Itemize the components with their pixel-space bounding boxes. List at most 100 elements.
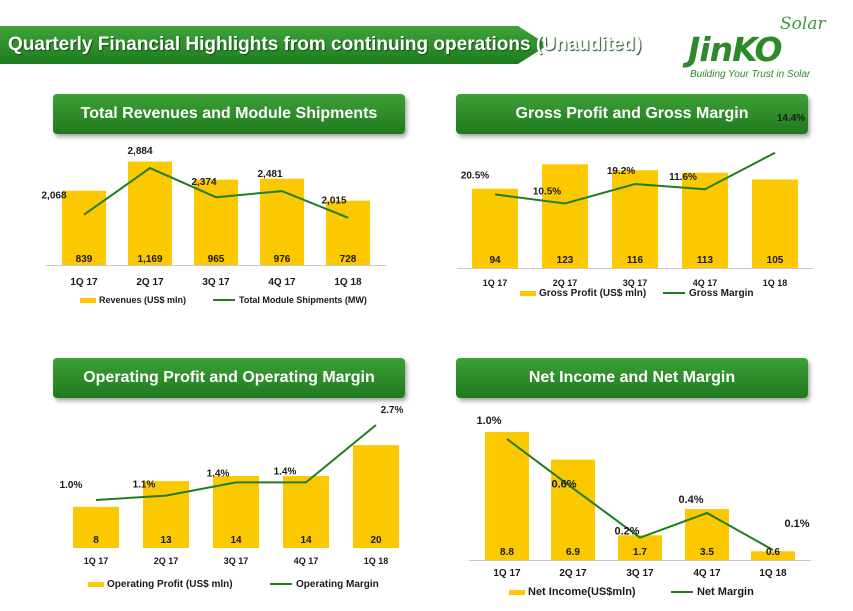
chart2-tick-label: 1Q 18 <box>763 278 788 288</box>
chart4-bar <box>618 535 662 560</box>
chart3-legend-bar-swatch <box>88 582 104 587</box>
chart3-bar <box>283 476 329 548</box>
chart4-title: Net Income and Net Margin <box>456 358 808 398</box>
chart3-line-label: 1.1% <box>133 480 156 491</box>
chart3-line-label: 1.4% <box>207 468 230 479</box>
chart4-line-label: 0.4% <box>678 494 703 506</box>
chart2-line-label: 14.4% <box>777 113 805 124</box>
page-title: Quarterly Financial Highlights from cont… <box>8 34 642 55</box>
chart1-line-label: 2,374 <box>191 177 216 188</box>
chart1-legend-line-label: Total Module Shipments (MW) <box>239 295 367 305</box>
chart3-bar-label: 14 <box>300 535 312 546</box>
chart4-tick-label: 2Q 17 <box>559 568 587 579</box>
chart4-tick-label: 1Q 17 <box>493 568 521 579</box>
chart1-line-label: 2,068 <box>41 191 66 202</box>
chart2-line-label: 20.5% <box>461 170 489 181</box>
chart1-bar <box>128 161 172 265</box>
chart4-bar <box>751 551 795 560</box>
chart4-legend-line-label: Net Margin <box>697 586 754 598</box>
chart4-legend-bar-label: Net Income(US$mln) <box>528 586 636 598</box>
chart2-line <box>494 151 776 205</box>
chart2-line-label: 10.5% <box>533 187 561 198</box>
logo-sub: Solar <box>780 14 826 34</box>
chart3-bar-label: 14 <box>230 535 242 546</box>
chart1-bar-label: 965 <box>208 254 225 265</box>
chart4-bar <box>485 432 529 560</box>
chart2-bar <box>472 188 518 268</box>
chart3-line-label: 2.7% <box>381 405 404 416</box>
chart3-bar <box>73 506 119 548</box>
chart3-tick-label: 1Q 18 <box>364 556 389 566</box>
header-banner <box>0 26 548 64</box>
chart1-bar-label: 976 <box>274 254 291 265</box>
chart1-legend-bar-label: Revenues (US$ mln) <box>99 295 186 305</box>
chart4-bar-label: 0.6 <box>766 547 780 558</box>
chart3-bar-label: 20 <box>370 535 382 546</box>
logo-tagline: Building Your Trust in Solar <box>690 69 811 80</box>
chart3-line-label: 1.4% <box>274 466 297 477</box>
chart3-bar-label: 13 <box>160 535 172 546</box>
chart1-line-label: 2,015 <box>321 196 346 207</box>
chart4-bar-label: 6.9 <box>566 547 580 558</box>
chart3-tick-label: 4Q 17 <box>294 556 319 566</box>
chart2-bar <box>752 179 798 268</box>
logo-brand: JinKO <box>688 30 783 69</box>
chart1-line-label: 2,884 <box>127 146 152 157</box>
chart2-legend-bar-label: Gross Profit (US$ mln) <box>539 288 646 299</box>
chart2-bar <box>612 170 658 268</box>
chart2-tick-label: 2Q 17 <box>553 278 578 288</box>
chart1-tick-label: 1Q 18 <box>334 277 362 288</box>
chart4-line-label: 0.6% <box>551 478 576 490</box>
chart4-bar-label: 3.5 <box>700 547 714 558</box>
chart2-legend-line-label: Gross Margin <box>689 288 753 299</box>
chart1-line-label: 2,481 <box>257 169 282 180</box>
chart1-bar <box>194 179 238 265</box>
chart2-bar-label: 123 <box>557 255 574 266</box>
chart4-line-label: 0.1% <box>784 518 809 530</box>
chart3-legend-bar-label: Operating Profit (US$ mln) <box>107 579 233 590</box>
chart4-bar-label: 1.7 <box>633 547 647 558</box>
chart1-tick-label: 2Q 17 <box>136 277 164 288</box>
chart4-line <box>506 438 774 551</box>
chart2-tick-label: 1Q 17 <box>483 278 508 288</box>
chart1-bar-label: 728 <box>340 254 357 265</box>
chart2-bar-label: 113 <box>697 255 714 266</box>
chart1-bar-label: 839 <box>76 254 93 265</box>
chart1-tick-label: 4Q 17 <box>268 277 296 288</box>
chart2-line-label: 11.6% <box>669 172 697 183</box>
chart2-legend-bar-swatch <box>520 291 536 296</box>
chart3-legend-line-label: Operating Margin <box>296 579 379 590</box>
chart3-tick-label: 1Q 17 <box>84 556 109 566</box>
chart3-bar <box>353 445 399 548</box>
chart1-legend-bar-swatch <box>80 298 96 303</box>
jinko-logo: Solar JinKO Building Your Trust in Solar <box>688 14 838 84</box>
chart4-tick-label: 1Q 18 <box>759 568 787 579</box>
chart3-title: Operating Profit and Operating Margin <box>53 358 405 398</box>
chart4-tick-label: 3Q 17 <box>626 568 654 579</box>
chart3-line <box>95 424 377 501</box>
chart4-legend-bar-swatch <box>509 590 525 595</box>
chart4-bar <box>551 459 595 560</box>
chart3-line-label: 1.0% <box>60 480 83 491</box>
chart4-tick-label: 4Q 17 <box>693 568 721 579</box>
chart1-title: Total Revenues and Module Shipments <box>53 94 405 134</box>
chart2-tick-label: 3Q 17 <box>623 278 648 288</box>
chart1-line <box>83 166 349 219</box>
chart2-bar-label: 94 <box>489 255 501 266</box>
chart2-bar <box>542 164 588 268</box>
chart4-bar-label: 8.8 <box>500 547 514 558</box>
chart4-line-label: 0.2% <box>614 526 639 538</box>
chart2-line-label: 19.2% <box>607 166 635 177</box>
chart3-tick-label: 2Q 17 <box>154 556 179 566</box>
chart2-bar-label: 116 <box>627 255 644 266</box>
chart1-tick-label: 3Q 17 <box>202 277 230 288</box>
chart1-tick-label: 1Q 17 <box>70 277 98 288</box>
chart2-title: Gross Profit and Gross Margin <box>456 94 808 134</box>
chart3-tick-label: 3Q 17 <box>224 556 249 566</box>
chart2-bar-label: 105 <box>767 255 784 266</box>
chart3-bar <box>213 476 259 548</box>
chart2-tick-label: 4Q 17 <box>693 278 718 288</box>
chart4-line-label: 1.0% <box>476 415 501 427</box>
chart1-bar-label: 1,169 <box>137 254 162 265</box>
